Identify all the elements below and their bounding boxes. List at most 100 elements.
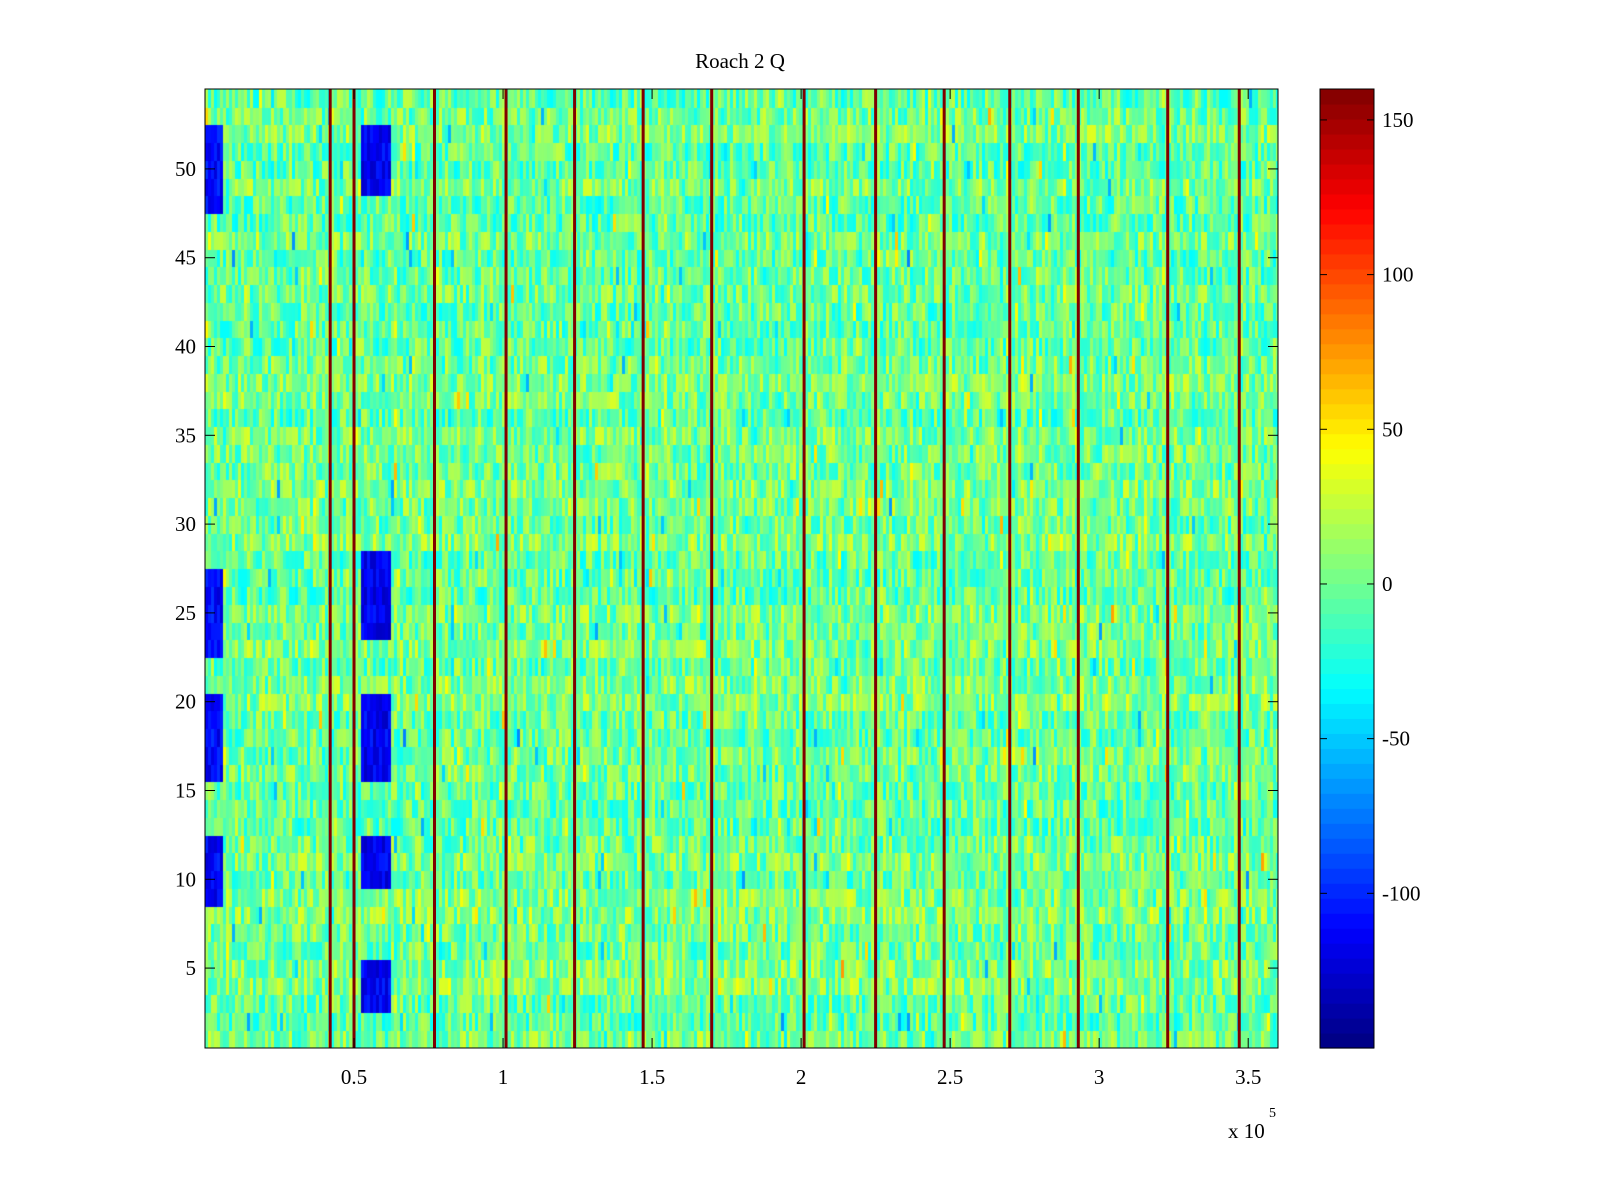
colorbar-tick-label: -50 xyxy=(1382,727,1410,751)
colorbar-ticks: 150 100 50 0 -50 -100 xyxy=(1320,108,1421,905)
colorbar-band xyxy=(1320,538,1374,555)
colorbar-band xyxy=(1320,598,1374,615)
colorbar-band xyxy=(1320,523,1374,540)
x-tick-label: 2 xyxy=(796,1065,807,1089)
colorbar-band xyxy=(1320,733,1374,749)
colorbar-band xyxy=(1320,868,1374,884)
colorbar-band xyxy=(1320,373,1374,390)
spike-column xyxy=(1166,89,1170,1048)
colorbar-band xyxy=(1320,133,1374,150)
colorbar-band xyxy=(1320,928,1374,944)
colorbar-band xyxy=(1320,343,1374,360)
spike-column xyxy=(352,89,356,1048)
spike-column xyxy=(802,89,806,1048)
colorbar-band xyxy=(1320,163,1374,180)
spike-column xyxy=(641,89,645,1048)
spike-column xyxy=(874,89,878,1048)
colorbar-band xyxy=(1320,658,1374,674)
colorbar-tick-label: 0 xyxy=(1382,572,1393,596)
x-tick-label: 1 xyxy=(498,1065,509,1089)
colorbar-band xyxy=(1320,673,1374,689)
colorbar-band xyxy=(1320,178,1374,195)
y-tick-label: 50 xyxy=(175,157,196,181)
y-tick-label: 30 xyxy=(175,512,196,536)
colorbar-tick-label: 150 xyxy=(1382,108,1414,132)
x-tick-label: 3 xyxy=(1094,1065,1105,1089)
spike-column xyxy=(433,89,437,1048)
spike-column xyxy=(1076,89,1080,1048)
colorbar-band xyxy=(1320,898,1374,914)
colorbar-band xyxy=(1320,958,1374,974)
colorbar-band xyxy=(1320,268,1374,285)
colorbar-band xyxy=(1320,418,1374,435)
spike-column xyxy=(504,89,508,1048)
colorbar-band xyxy=(1320,703,1374,719)
y-tick-label: 45 xyxy=(175,246,196,270)
spike-column xyxy=(1237,89,1241,1048)
colorbar-band xyxy=(1320,853,1374,869)
y-axis-ticks: 5 10 15 20 25 30 35 40 45 50 xyxy=(175,157,1278,980)
spike-column xyxy=(710,89,714,1048)
y-tick-label: 35 xyxy=(175,423,196,447)
x-tick-label: 2.5 xyxy=(937,1065,963,1089)
colorbar-band xyxy=(1320,253,1374,270)
colorbar-band xyxy=(1320,283,1374,300)
colorbar-band xyxy=(1320,89,1374,105)
x-axis-ticks: 0.5 1 1.5 2 2.5 3 3.5 xyxy=(341,89,1261,1089)
colorbar-band xyxy=(1320,583,1374,600)
y-tick-label: 20 xyxy=(175,690,196,714)
colorbar-band xyxy=(1320,358,1374,375)
colorbar-band xyxy=(1320,328,1374,345)
spike-column xyxy=(573,89,577,1048)
spike-column xyxy=(328,89,332,1048)
x-tick-label: 1.5 xyxy=(639,1065,665,1089)
y-tick-label: 10 xyxy=(175,867,196,891)
colorbar-band xyxy=(1320,688,1374,704)
colorbar-band xyxy=(1320,988,1374,1004)
y-tick-label: 25 xyxy=(175,601,196,625)
colorbar-band xyxy=(1320,718,1374,734)
colorbar-band xyxy=(1320,103,1374,120)
colorbar-band xyxy=(1320,568,1374,585)
colorbar-band xyxy=(1320,148,1374,165)
colorbar-tick-label: -100 xyxy=(1382,881,1421,905)
colorbar-frame xyxy=(1319,88,1375,1049)
spike-column xyxy=(942,89,946,1048)
colorbar-band xyxy=(1320,973,1374,989)
colorbar-band xyxy=(1320,553,1374,570)
colorbar-band xyxy=(1320,463,1374,480)
y-tick-label: 5 xyxy=(186,956,197,980)
y-tick-label: 40 xyxy=(175,335,196,359)
colorbar-band xyxy=(1320,838,1374,854)
colorbar-band xyxy=(1320,313,1374,330)
x-exponent-label: x 10 xyxy=(1228,1119,1265,1143)
colorbar-band xyxy=(1320,193,1374,210)
heatmap-image xyxy=(205,89,1278,1048)
colorbar-band xyxy=(1320,298,1374,315)
colorbar-band xyxy=(1320,448,1374,465)
colorbar-band xyxy=(1320,913,1374,929)
colorbar-band xyxy=(1320,238,1374,255)
plot-area-frame xyxy=(204,88,1279,1049)
colorbar-band xyxy=(1320,388,1374,405)
colorbar-band xyxy=(1320,643,1374,660)
colorbar-band xyxy=(1320,118,1374,135)
colorbar-band xyxy=(1320,223,1374,240)
colorbar-band xyxy=(1320,403,1374,420)
colorbar-band xyxy=(1320,613,1374,630)
x-tick-label: 0.5 xyxy=(341,1065,367,1089)
colorbar-band xyxy=(1320,808,1374,824)
x-tick-label: 3.5 xyxy=(1235,1065,1261,1089)
colorbar-band xyxy=(1320,943,1374,959)
spike-column xyxy=(1008,89,1012,1048)
colorbar-band xyxy=(1320,748,1374,764)
colorbar-tick-label: 50 xyxy=(1382,417,1403,441)
heatmap-cells xyxy=(205,89,1278,1048)
spike-columns xyxy=(328,89,1241,1048)
colorbar-band xyxy=(1320,1033,1374,1049)
colorbar-band xyxy=(1320,493,1374,510)
x-exponent-value: 5 xyxy=(1269,1106,1276,1121)
colorbar-band xyxy=(1320,823,1374,839)
colorbar-band xyxy=(1320,508,1374,525)
